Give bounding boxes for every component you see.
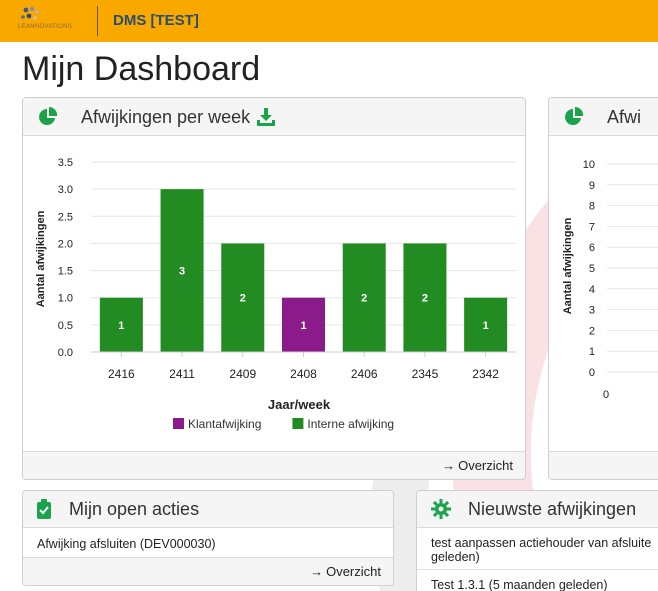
panel-header: Afwijkingen per week (23, 98, 525, 136)
newest-item-line2[interactable]: geleden) (431, 550, 480, 564)
y-tick-label: 7 (589, 221, 595, 233)
bar-value-label: 1 (483, 320, 489, 332)
leannovations-logo[interactable]: LEANNOVATIONS (18, 6, 88, 36)
bar-interne-afwijking (221, 243, 265, 352)
bar-value-label: 3 (179, 266, 185, 278)
y-tick-label: 3 (589, 305, 595, 317)
overview-link[interactable]: → Overzicht (310, 564, 381, 579)
y-tick-label: 0 (589, 367, 595, 379)
panel-newest-deviations: Nieuwste afwijkingen test aanpassen acti… (416, 490, 658, 591)
y-tick-label: 0.0 (58, 347, 73, 359)
overview-link[interactable]: → Overzicht (442, 458, 513, 473)
y-tick-label: 1.0 (58, 293, 73, 305)
panel-title: Afwi (607, 107, 642, 127)
panel-header: Afwi (549, 98, 658, 136)
arrow-right-icon: → (442, 458, 456, 473)
logo-text: LEANNOVATIONS (18, 24, 73, 30)
bar-interne-afwijking (99, 297, 143, 352)
bar-value-label: 2 (361, 293, 367, 305)
y-tick-label: 3.5 (58, 157, 73, 169)
bar-interne-afwijking (464, 297, 508, 352)
y-tick-label: 1 (589, 346, 595, 358)
y-tick-label: 5 (589, 263, 595, 275)
y-tick-label: 2.0 (58, 238, 73, 250)
chart-legend: Klantafwijking Interne afwijking (173, 417, 394, 431)
y-tick-label: 2.5 (58, 211, 73, 223)
x-tick-label: 2408 (290, 367, 317, 381)
overview-link-label: Overzicht (458, 458, 513, 473)
x-tick-label: 2342 (472, 367, 499, 381)
row-divider (417, 569, 658, 570)
y-tick-label: 6 (589, 242, 595, 254)
panel-header: Mijn open acties (23, 491, 393, 528)
clipboard-check-icon (37, 499, 51, 519)
x-tick-label: 2416 (108, 367, 135, 381)
y-tick-label: 9 (589, 180, 595, 192)
download-icon[interactable] (256, 108, 276, 127)
y-tick-label: 10 (583, 159, 595, 171)
arrow-right-icon: → (310, 564, 324, 579)
y-tick-label: 1.5 (58, 266, 73, 278)
panel-footer (549, 451, 658, 479)
y-tick-label: 3.0 (58, 184, 73, 196)
x-tick-label: 2409 (229, 367, 256, 381)
y-axis-label: Aantal afwijkingen (35, 210, 47, 307)
legend-swatch (173, 418, 184, 429)
bar-interne-afwijking (403, 243, 447, 352)
panel-title: Mijn open acties (69, 499, 200, 519)
y-tick-label: 2 (589, 325, 595, 337)
app-title[interactable]: DMS [TEST] (113, 12, 199, 29)
x-axis-label: Jaar/week (268, 397, 331, 412)
legend-swatch (292, 418, 304, 429)
header-separator (97, 6, 98, 36)
bar-interne-afwijking (160, 189, 204, 352)
gear-icon (431, 499, 451, 519)
y-tick-label: 8 (589, 201, 595, 213)
panel-my-open-actions: Mijn open acties Afwijking afsluiten (DE… (22, 490, 394, 586)
panel-header: Nieuwste afwijkingen (417, 491, 658, 528)
legend-label: Interne afwijking (307, 417, 394, 431)
bar-interne-afwijking (342, 243, 386, 352)
deviations-bar-chart: 0.0 0.5 1.0 1.5 2.0 2.5 3.0 3.5 1 3 2 1 2 2 1 2416 241… (35, 157, 516, 431)
deviations-right-chart: 0 1 2 3 4 5 6 7 8 9 10 0 Aantal afwijkingen (562, 159, 658, 401)
bar-klantafwijking (282, 297, 325, 352)
x-tick-label: 2345 (412, 367, 439, 381)
y-axis-label: Aantal afwijkingen (562, 217, 574, 314)
overview-link-label: Overzicht (326, 564, 381, 579)
pie-chart-icon (39, 107, 58, 125)
action-item[interactable]: Afwijking afsluiten (DEV000030) (37, 537, 216, 551)
bar-value-label: 1 (300, 320, 306, 332)
panel-deviations-per-week: Afwijkingen per week 0.0 0.5 1.0 1.5 2.0 2.5 3… (22, 97, 526, 480)
panel-footer: → Overzicht (23, 557, 393, 585)
legend-label: Klantafwijking (188, 417, 261, 431)
top-navbar: LEANNOVATIONS DMS [TEST] (0, 0, 658, 42)
pie-chart-icon (565, 107, 584, 125)
bar-value-label: 1 (118, 320, 124, 332)
panel-title: Nieuwste afwijkingen (468, 499, 637, 519)
newest-item-line1[interactable]: test aanpassen actiehouder van afsluite (431, 536, 652, 550)
bar-value-label: 2 (422, 293, 428, 305)
bar-value-label: 2 (240, 293, 246, 305)
x-tick-label: 2406 (351, 367, 378, 381)
panel-title: Afwijkingen per week (81, 107, 251, 127)
newest-item[interactable]: Test 1.3.1 (5 maanden geleden) (431, 578, 608, 591)
logo-dots-icon (21, 7, 39, 20)
x-tick-label: 2411 (169, 367, 195, 381)
y-tick-label: 0.5 (58, 320, 73, 332)
x-axis-first-tick: 0 (603, 389, 609, 401)
panel-footer: → Overzicht (23, 451, 525, 479)
page-title: Mijn Dashboard (22, 50, 261, 88)
y-tick-label: 4 (589, 284, 595, 296)
panel-deviations-right: Afwi 0 1 2 3 4 5 6 7 8 9 10 0 Aantal afwijkingen (548, 97, 658, 480)
